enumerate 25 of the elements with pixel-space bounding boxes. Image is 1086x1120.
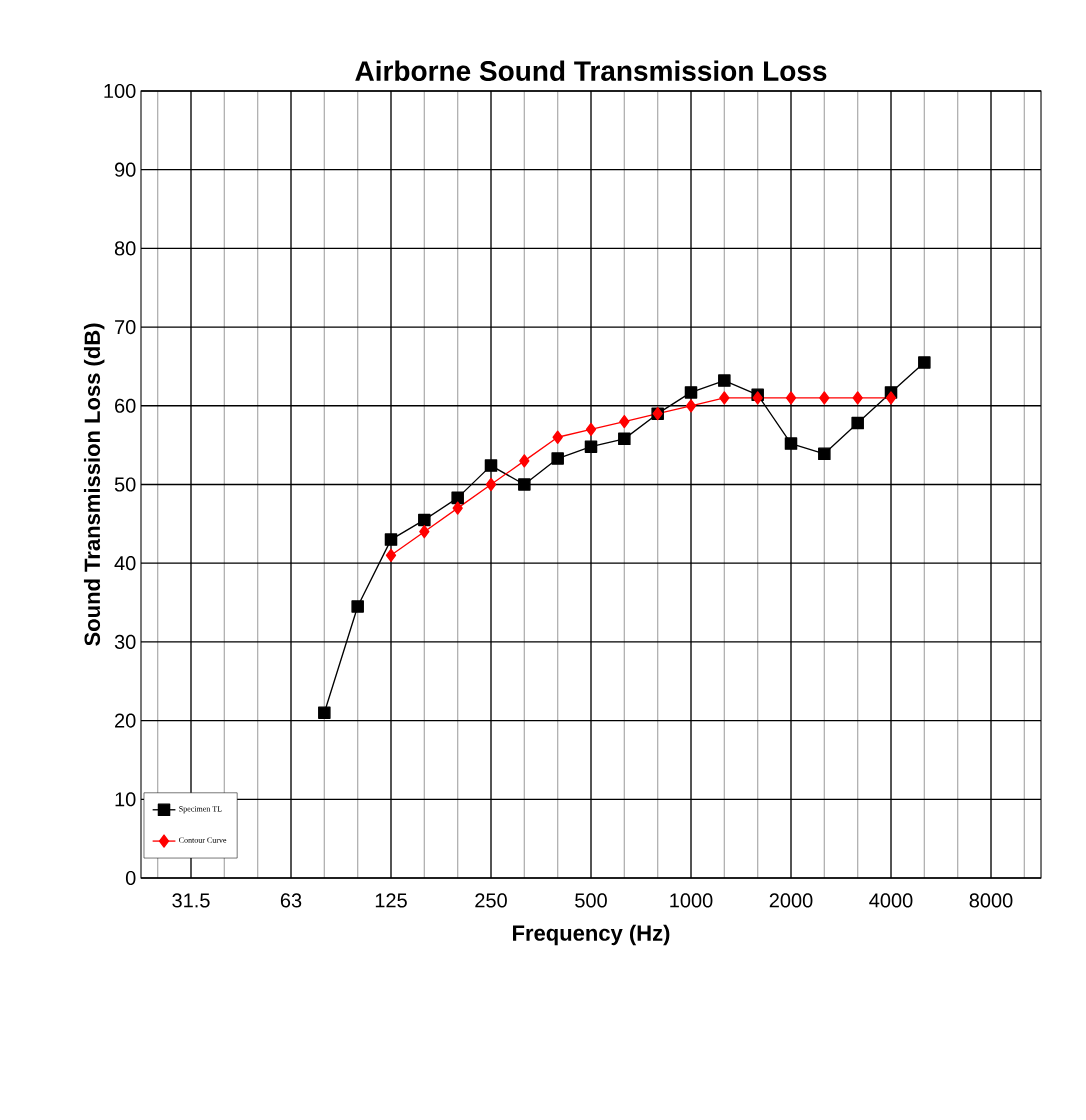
y-axis-title: Sound Transmission Loss (dB) [83,323,105,646]
x-tick-label: 4000 [869,893,913,908]
y-tick-label: 60 [115,398,136,413]
legend-label: Specimen TL [179,806,222,814]
x-axis-title: Frequency (Hz) [513,924,670,946]
legend-label: Contour Curve [179,837,227,843]
x-tick-label: 31.5 [172,893,210,908]
y-tick-label: 10 [115,792,136,807]
y-tick-label: 90 [114,162,136,177]
x-tick-label: 8000 [969,893,1013,908]
y-tick-label: 100 [104,83,136,99]
x-tick-label: 125 [375,893,407,908]
y-tick-label: 80 [114,241,136,256]
x-tick-label: 63 [280,893,302,908]
y-tick-label: 30 [114,634,136,649]
x-tick-label: 250 [475,893,507,908]
y-tick-label: 20 [115,713,136,728]
y-tick-label: 70 [115,320,136,335]
chart-title: Airborne Sound Transmission Loss [355,60,827,81]
x-tick-label: 2000 [769,893,813,908]
x-tick-label: 500 [575,893,607,908]
x-tick-label: 1000 [670,893,713,908]
y-tick-label: 50 [114,477,136,492]
y-tick-label: 40 [114,556,136,571]
y-tick-label: 0 [125,870,136,886]
